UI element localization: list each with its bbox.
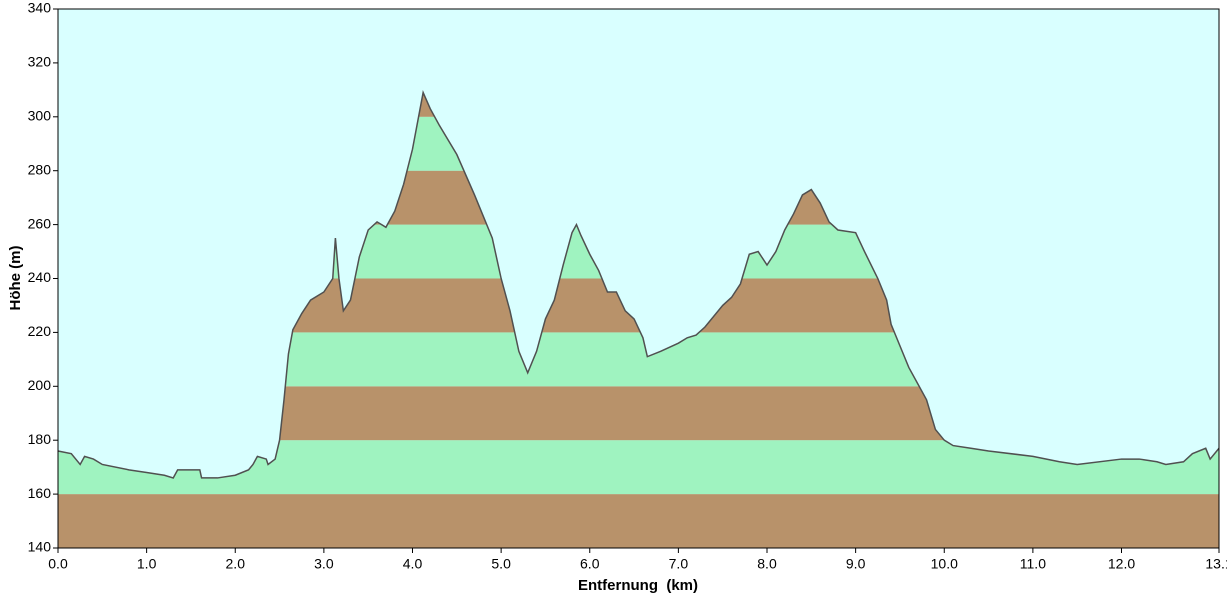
x-axis-label: Entfernung (km)	[578, 577, 698, 594]
x-tick-label: 1.0	[137, 556, 157, 572]
y-tick-label: 160	[28, 485, 52, 501]
y-tick-label: 200	[28, 377, 52, 393]
y-tick-label: 140	[28, 539, 52, 555]
profile-line	[57, 90, 1220, 479]
x-tick-label: 12.0	[1108, 556, 1135, 572]
y-tick-label: 180	[28, 431, 52, 447]
x-tick-label: 6.0	[580, 556, 600, 572]
x-tick-label: 0.0	[48, 556, 68, 572]
x-tick-label: 13.1	[1205, 556, 1227, 572]
x-tick-label: 7.0	[669, 556, 689, 572]
x-tick-label: 11.0	[1020, 556, 1046, 572]
y-tick-label: 300	[28, 108, 52, 124]
y-tick-label: 340	[28, 0, 52, 16]
x-tick-label: 10.0	[931, 556, 958, 572]
y-tick-label: 240	[28, 269, 52, 285]
x-tick-label: 3.0	[314, 556, 334, 572]
x-tick-label: 2.0	[226, 556, 246, 572]
y-tick-label: 260	[28, 215, 52, 231]
y-tick-label: 280	[28, 161, 52, 177]
x-tick-label: 8.0	[757, 556, 777, 572]
elevation-band	[58, 494, 1219, 548]
x-tick-label: 9.0	[846, 556, 866, 572]
y-tick-label: 220	[28, 323, 52, 339]
y-axis-label: Höhe (m)	[7, 246, 24, 311]
x-tick-label: 5.0	[491, 556, 511, 572]
y-tick-label: 320	[28, 54, 52, 70]
x-tick-label: 4.0	[403, 556, 423, 572]
